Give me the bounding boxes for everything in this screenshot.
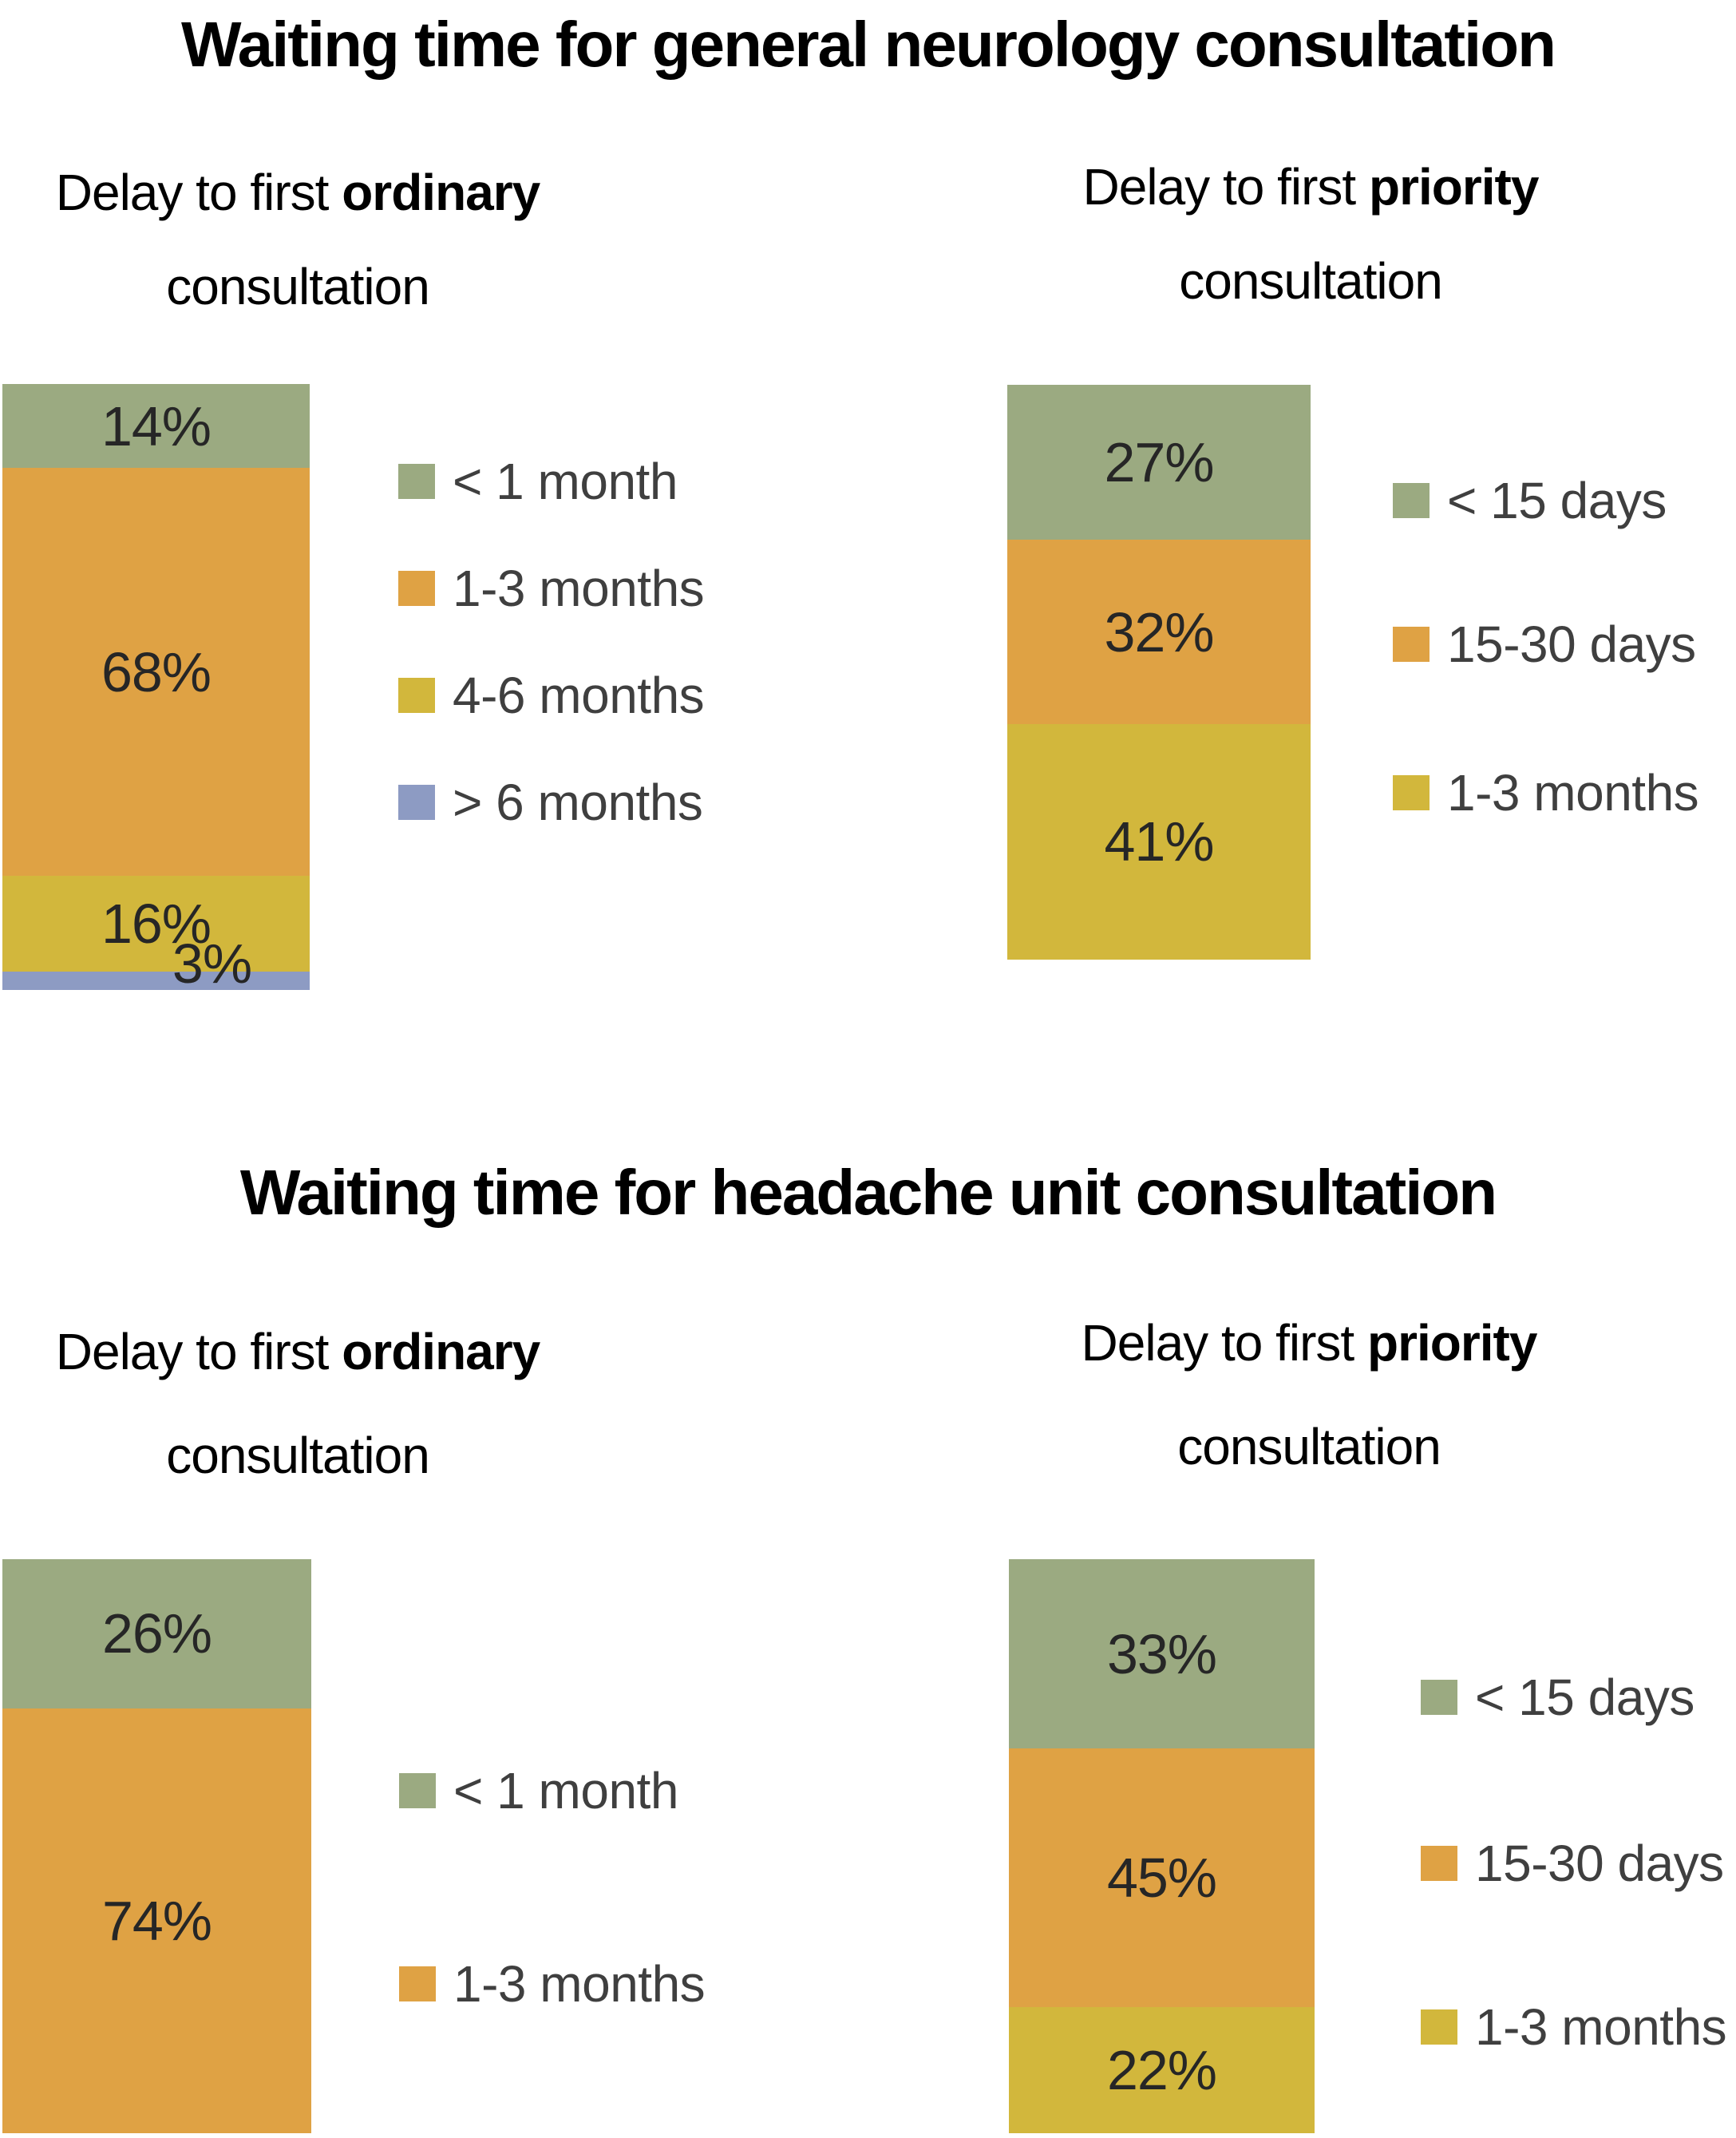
legend-swatch (1421, 2009, 1457, 2045)
subtitle-headache-ordinary: Delay to first ordinary consultation (0, 1300, 617, 1507)
subtitle-prefix: Delay to first (1082, 158, 1369, 216)
subtitle-general-ordinary: Delay to first ordinary consultation (0, 145, 617, 334)
legend-swatch (1393, 775, 1430, 810)
legend-swatch (399, 1773, 436, 1808)
bar-value-label: 22% (1106, 2038, 1217, 2101)
stacked-bar-general-ordinary: 14% 68% 16% 3% (2, 384, 310, 995)
subtitle-line1: Delay to first priority (991, 140, 1630, 234)
bar-value-label: 14% (101, 394, 212, 457)
bar-value-label: 68% (101, 640, 212, 703)
bar-segment: 41% (1007, 723, 1311, 960)
bar-segment: 68% (2, 468, 310, 877)
bar-value-label: 27% (1104, 431, 1214, 494)
subtitle-line2: consultation (166, 258, 430, 315)
bar-segment: 26% (2, 1559, 311, 1708)
legend-label: 1-3 months (1447, 764, 1699, 822)
stacked-bar-general-priority: 27% 32% 41% (1007, 385, 1311, 960)
bar-segment: 33% (1009, 1559, 1315, 1749)
subtitle-line2: consultation (1179, 252, 1443, 310)
legend-label: < 1 month (453, 453, 678, 510)
legend-label: < 1 month (453, 1762, 678, 1819)
subtitle-line2: consultation (166, 1427, 430, 1484)
legend-swatch (398, 678, 435, 713)
bar-value-label: 16% (101, 893, 212, 956)
bar-value-label: 33% (1106, 1622, 1217, 1685)
legend-swatch (1393, 483, 1430, 518)
bar-value-label: 32% (1104, 600, 1214, 663)
bar-segment: 74% (2, 1708, 311, 2133)
legend-item: 1-3 months (399, 1954, 706, 2013)
legend-label: < 15 days (1447, 472, 1667, 529)
subtitle-line2: consultation (1177, 1418, 1441, 1475)
bar-segment: 45% (1009, 1748, 1315, 2007)
legend-item: < 1 month (398, 452, 678, 511)
legend-item: 4-6 months (398, 666, 705, 725)
bar-segment: 32% (1007, 540, 1311, 724)
subtitle-prefix: Delay to first (55, 164, 342, 221)
legend-item: < 15 days (1421, 1668, 1694, 1727)
bar-segment: 27% (1007, 385, 1311, 540)
bar-value-label: 41% (1104, 810, 1214, 873)
section2-title: Waiting time for headache unit consultat… (239, 1157, 1497, 1228)
subtitle-emphasis: ordinary (342, 164, 540, 221)
legend-swatch (398, 571, 435, 606)
legend-swatch (398, 785, 435, 820)
legend-item: 15-30 days (1393, 615, 1696, 674)
subtitle-emphasis: priority (1368, 158, 1539, 216)
legend-swatch (398, 464, 435, 499)
bar-value-label: 26% (101, 1602, 212, 1665)
legend-item: 1-3 months (1393, 763, 1699, 822)
subtitle-prefix: Delay to first (1081, 1314, 1367, 1372)
subtitle-general-priority: Delay to first priority consultation (991, 140, 1630, 328)
subtitle-line1: Delay to first priority (990, 1291, 1628, 1395)
subtitle-prefix: Delay to first (55, 1323, 342, 1380)
legend-item: < 1 month (399, 1761, 678, 1820)
legend-label: 1-3 months (453, 560, 705, 617)
legend-swatch (1393, 627, 1430, 662)
subtitle-line1: Delay to first ordinary (0, 1300, 617, 1404)
legend-item: 15-30 days (1421, 1834, 1724, 1893)
stacked-bar-headache-ordinary: 26% 74% (2, 1559, 311, 2133)
legend-swatch (399, 1966, 436, 2001)
legend-label: 15-30 days (1447, 616, 1696, 673)
legend-swatch (1421, 1846, 1457, 1881)
section1-title: Waiting time for general neurology consu… (181, 9, 1556, 80)
legend-item: > 6 months (398, 773, 703, 832)
stacked-bar-headache-priority: 33% 45% 22% (1009, 1559, 1315, 2133)
subtitle-line1: Delay to first ordinary (0, 145, 617, 240)
bar-segment: 16% (2, 876, 310, 972)
legend-label: 4-6 months (453, 667, 705, 724)
legend-label: 1-3 months (453, 1955, 706, 2013)
legend-label: < 15 days (1475, 1669, 1694, 1726)
legend-label: 1-3 months (1475, 1998, 1727, 2056)
legend-label: 15-30 days (1475, 1835, 1724, 1892)
legend-swatch (1421, 1680, 1457, 1715)
subtitle-emphasis: priority (1366, 1314, 1537, 1372)
legend-label: > 6 months (453, 774, 703, 831)
bar-value-label: 74% (101, 1889, 212, 1952)
bar-value-label: 3% (172, 932, 252, 995)
legend-item: 1-3 months (398, 559, 705, 618)
legend-item: 1-3 months (1421, 1997, 1727, 2057)
legend-item: < 15 days (1393, 471, 1667, 530)
bar-segment: 14% (2, 384, 310, 469)
bar-value-label: 45% (1106, 1847, 1217, 1910)
subtitle-emphasis: ordinary (342, 1323, 540, 1380)
subtitle-headache-priority: Delay to first priority consultation (990, 1291, 1628, 1499)
bar-segment: 22% (1009, 2006, 1315, 2133)
bar-segment: 3% (2, 932, 310, 995)
